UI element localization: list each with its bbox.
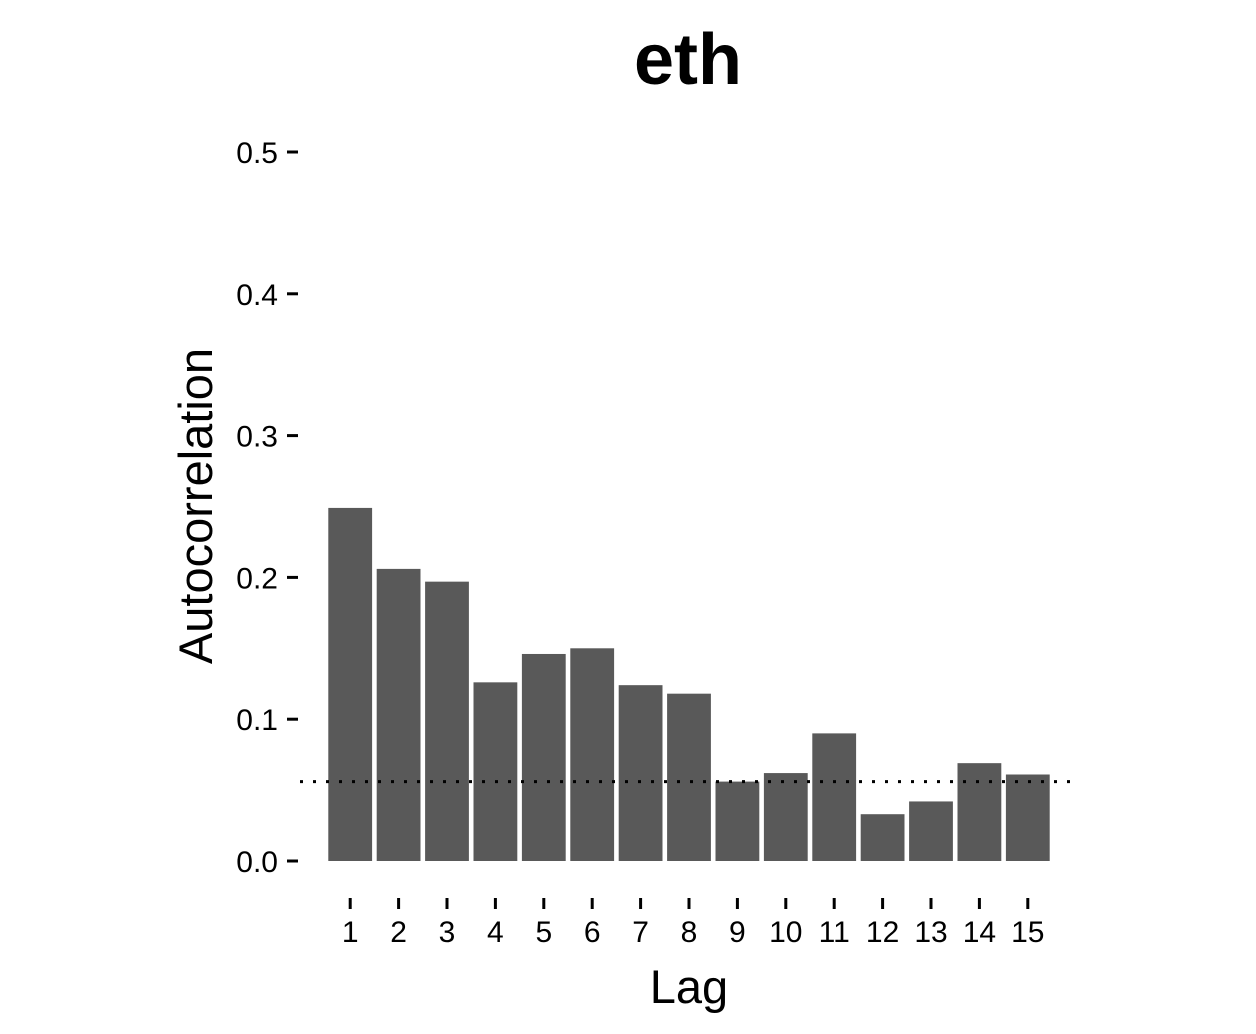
- x-tick-label: 1: [342, 916, 359, 949]
- x-tick-label: 2: [390, 916, 407, 949]
- y-tick-label: 0.3: [236, 421, 278, 454]
- x-tick-label: 15: [1011, 916, 1044, 949]
- x-tick-label: 13: [914, 916, 947, 949]
- bar-lag-13: [909, 801, 953, 861]
- x-tick-label: 6: [584, 916, 601, 949]
- y-tick-label: 0.0: [236, 846, 278, 879]
- chart-title: eth: [634, 20, 742, 100]
- bar-lag-7: [618, 685, 663, 861]
- x-tick-label: 4: [487, 916, 504, 949]
- bar-lag-9: [715, 781, 760, 861]
- x-tick-label: 10: [769, 916, 802, 949]
- x-tick-label: 8: [681, 916, 698, 949]
- bar-lag-6: [570, 648, 615, 861]
- x-tick-label: 9: [729, 916, 746, 949]
- x-tick-label: 5: [535, 916, 552, 949]
- y-axis-title: Autocorrelation: [169, 348, 222, 664]
- x-tick-label: 14: [963, 916, 996, 949]
- y-tick-label: 0.4: [236, 279, 278, 312]
- bar-lag-12: [860, 814, 905, 861]
- bar-lag-8: [667, 693, 711, 861]
- bar-lag-15: [1005, 774, 1050, 861]
- x-axis: 1 2 3 4 5 6 7 8 9 10 11 12 13 14 15: [342, 898, 1044, 949]
- y-tick-label: 0.1: [236, 704, 278, 737]
- y-tick-label: 0.2: [236, 562, 278, 595]
- bars: [328, 507, 1050, 861]
- x-tick-label: 11: [819, 916, 850, 949]
- x-tick-label: 12: [866, 916, 899, 949]
- bar-lag-11: [812, 733, 857, 861]
- bar-lag-14: [957, 763, 1002, 861]
- x-axis-title: Lag: [650, 960, 728, 1013]
- bar-lag-5: [521, 653, 566, 861]
- x-tick-label: 7: [632, 916, 649, 949]
- bar-lag-2: [376, 568, 421, 861]
- bar-lag-1: [328, 507, 373, 861]
- x-tick-label: 3: [439, 916, 456, 949]
- y-axis: 0.0 0.1 0.2 0.3 0.4 0.5: [236, 137, 298, 879]
- bar-lag-10: [763, 773, 808, 861]
- bar-lag-3: [425, 581, 469, 861]
- bar-lag-4: [473, 682, 518, 861]
- y-tick-label: 0.5: [236, 137, 278, 170]
